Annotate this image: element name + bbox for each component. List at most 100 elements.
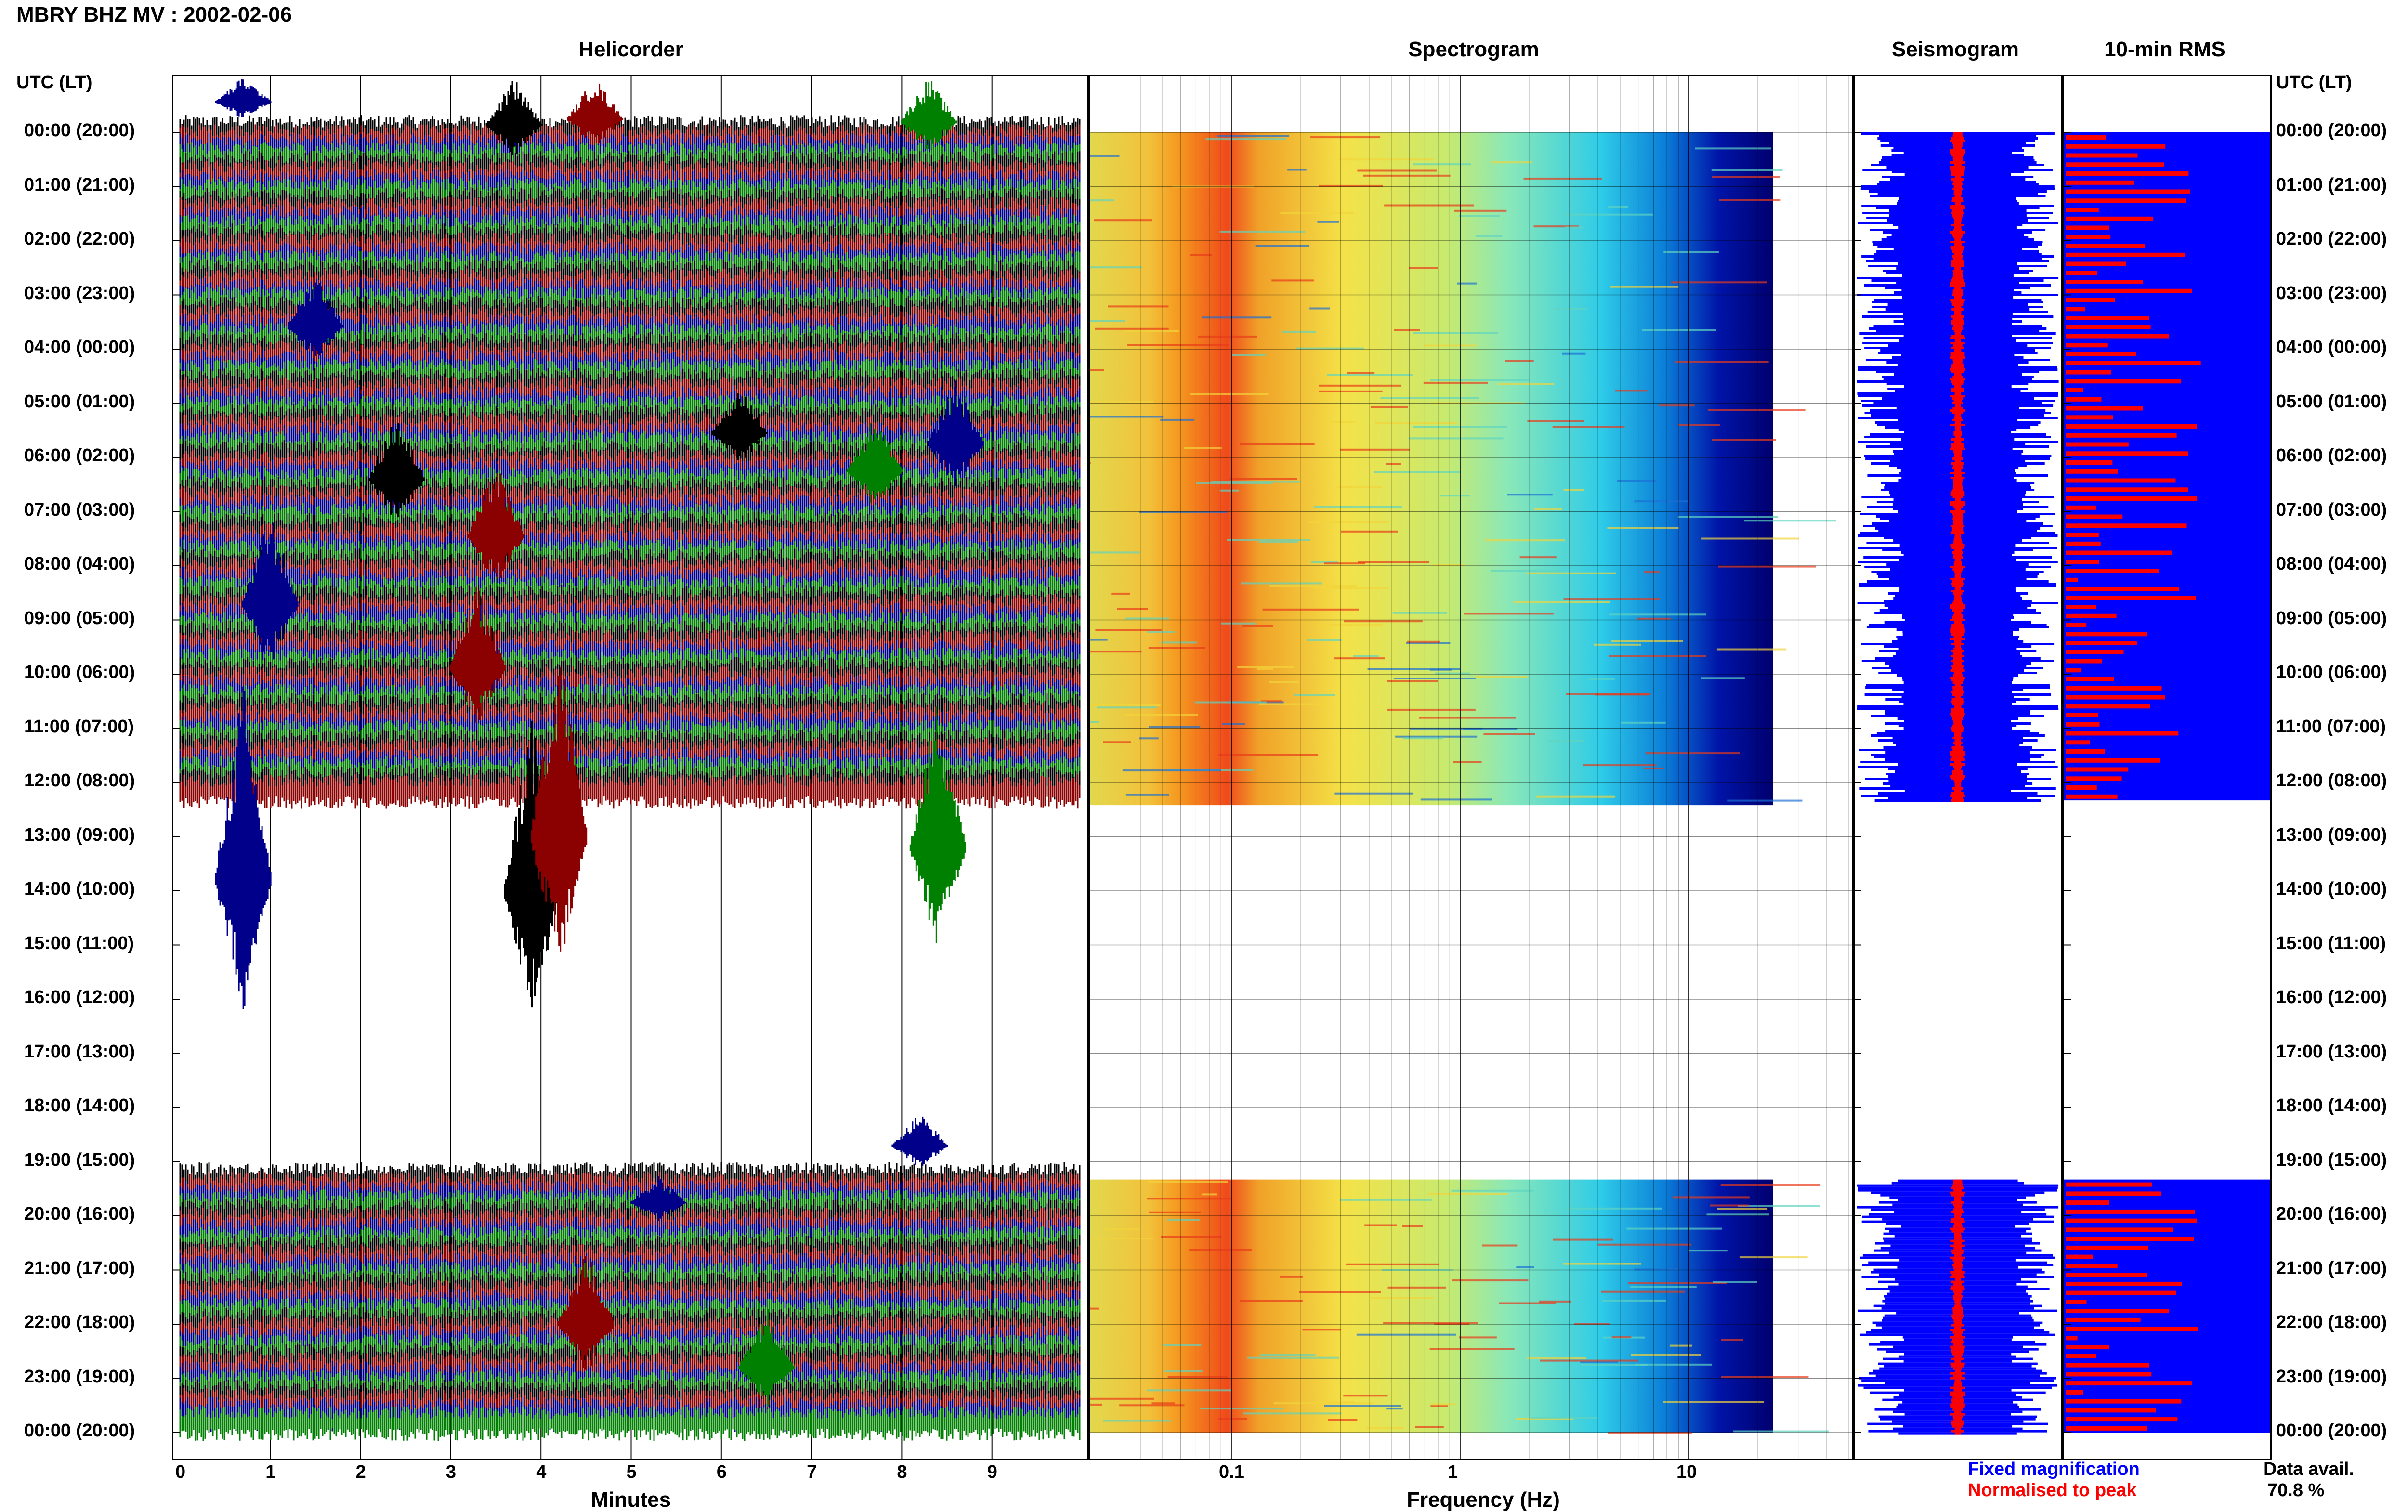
seismogram-normalised-trace xyxy=(1952,197,1963,200)
seismogram-normalised-trace xyxy=(1954,1292,1962,1295)
seismogram-normalised-trace xyxy=(1954,1326,1962,1329)
spectrogram-streak xyxy=(1329,421,1355,423)
seismogram-normalised-trace xyxy=(1951,171,1964,173)
time-label-left: 09:00 (05:00) xyxy=(24,608,135,628)
seismogram-normalised-trace xyxy=(1954,744,1961,746)
seismogram-normalised-trace xyxy=(1953,181,1963,183)
spectrogram-streak xyxy=(1147,1198,1232,1200)
spectrogram-streak xyxy=(1229,478,1297,480)
spectrogram-streak xyxy=(1499,1302,1556,1304)
rms-bar xyxy=(2066,406,2143,411)
rms-bar xyxy=(2066,677,2114,681)
spectrogram-streak xyxy=(1356,1333,1456,1336)
seismogram-normalised-trace xyxy=(1950,1244,1965,1247)
seismogram-normalised-trace xyxy=(1951,624,1964,626)
seismogram-normalised-trace xyxy=(1950,1341,1965,1343)
seismogram-normalised-trace xyxy=(1953,657,1962,660)
spectrogram-streak xyxy=(1324,1405,1401,1407)
seismogram-normalised-trace xyxy=(1951,756,1964,758)
seismogram-normalised-trace xyxy=(1953,600,1962,602)
spectrogram-streak xyxy=(1491,570,1562,572)
seismogram-normalised-trace xyxy=(1954,469,1962,472)
seismogram-normalised-trace xyxy=(1954,296,1962,299)
spectrogram-streak xyxy=(1184,447,1222,449)
seismogram-normalised-trace xyxy=(1953,561,1962,563)
seismogram-normalised-trace xyxy=(1953,217,1963,219)
time-label-right: 23:00 (19:00) xyxy=(2276,1366,2387,1387)
seismogram-normalised-trace xyxy=(1953,621,1962,624)
time-label-left: 11:00 (07:00) xyxy=(24,716,134,737)
seismogram-normalised-trace xyxy=(1951,200,1964,202)
spectrogram-streak xyxy=(1554,308,1587,310)
seismogram-normalised-trace xyxy=(1952,1396,1963,1399)
rms-bar xyxy=(2066,397,2102,402)
seismogram-plot xyxy=(1855,76,2061,1459)
seismogram-normalised-trace xyxy=(1951,1186,1964,1189)
spectrogram-streak xyxy=(1090,266,1142,269)
seismogram-normalised-trace xyxy=(1950,1256,1965,1259)
seismogram-normalised-trace xyxy=(1953,1225,1963,1228)
rms-bar xyxy=(2066,641,2137,645)
seismogram-normalised-trace xyxy=(1952,797,1963,799)
helicorder-event-burst xyxy=(531,667,588,952)
rms-bar xyxy=(2066,596,2196,600)
rms-bar xyxy=(2066,1336,2078,1341)
spectrogram-streak xyxy=(1402,1225,1423,1227)
seismogram-normalised-trace xyxy=(1950,1191,1965,1194)
spectrogram-streak xyxy=(1695,147,1772,150)
spectrogram-title: Spectrogram xyxy=(1408,38,1539,61)
time-label-left: 17:00 (13:00) xyxy=(24,1041,135,1062)
spectrogram-streak xyxy=(1240,443,1315,445)
time-label-left: 08:00 (04:00) xyxy=(24,554,135,574)
seismogram-normalised-trace xyxy=(1950,1227,1965,1230)
seismogram-normalised-trace xyxy=(1953,648,1962,650)
rms-bar xyxy=(2066,334,2169,339)
seismogram-normalised-trace xyxy=(1951,1201,1964,1204)
time-label-left: 22:00 (18:00) xyxy=(24,1312,135,1332)
seismogram-normalised-trace xyxy=(1950,638,1965,640)
spectrogram-streak xyxy=(1548,740,1584,742)
rms-bars xyxy=(2066,135,2201,1431)
rms-bar xyxy=(2066,442,2129,447)
spectrogram-streak xyxy=(1630,1286,1697,1288)
spectrogram-streak xyxy=(1202,316,1272,319)
spectrogram-streak xyxy=(1597,1243,1692,1246)
rms-bar xyxy=(2066,1218,2197,1223)
rms-bar xyxy=(2066,180,2134,185)
seismogram-normalised-trace xyxy=(1951,633,1964,636)
seismogram-normalised-trace xyxy=(1952,1408,1963,1411)
spectrogram-streak xyxy=(1451,1189,1534,1192)
spectrogram-streak xyxy=(1430,1405,1448,1407)
seismogram-normalised-trace xyxy=(1953,1247,1962,1250)
seismogram-normalised-trace xyxy=(1951,178,1964,181)
helicorder-plot xyxy=(173,76,1087,1459)
seismogram-normalised-trace xyxy=(1953,1384,1962,1387)
seismogram-normalised-trace xyxy=(1950,655,1965,657)
seismogram-normalised-trace xyxy=(1953,1179,1963,1182)
rms-bar xyxy=(2066,280,2143,284)
seismogram-normalised-trace xyxy=(1950,751,1965,754)
rms-bar xyxy=(2066,307,2085,312)
time-label-left: 04:00 (00:00) xyxy=(24,337,135,357)
seismogram-normalised-trace xyxy=(1954,1369,1961,1372)
seismogram-normalised-trace xyxy=(1952,277,1963,279)
spectrogram-streak xyxy=(1090,651,1142,653)
spectrogram-streak xyxy=(1717,1208,1768,1210)
seismogram-normalised-trace xyxy=(1952,214,1963,217)
seismogram-normalised-trace xyxy=(1953,542,1963,544)
rms-bar xyxy=(2066,261,2126,266)
legend-fixed-magnification: Fixed magnification xyxy=(1968,1459,2140,1479)
seismogram-normalised-trace xyxy=(1951,212,1964,214)
seismogram-normalised-trace xyxy=(1951,667,1964,669)
time-label-left: 00:00 (20:00) xyxy=(24,120,135,141)
seismogram-normalised-trace xyxy=(1952,518,1963,520)
time-label-left: 05:00 (01:00) xyxy=(24,391,135,412)
spectrogram-streak xyxy=(1475,676,1528,678)
seismogram-normalised-trace xyxy=(1950,282,1965,284)
spectrogram-streak xyxy=(1219,489,1239,492)
spectrogram-streak xyxy=(1386,1408,1403,1410)
rms-block-morning xyxy=(2064,132,2270,801)
seismogram-normalised-trace xyxy=(1950,166,1965,169)
seismogram-normalised-trace xyxy=(1954,768,1962,770)
minutes-tick-label: 8 xyxy=(897,1462,907,1482)
